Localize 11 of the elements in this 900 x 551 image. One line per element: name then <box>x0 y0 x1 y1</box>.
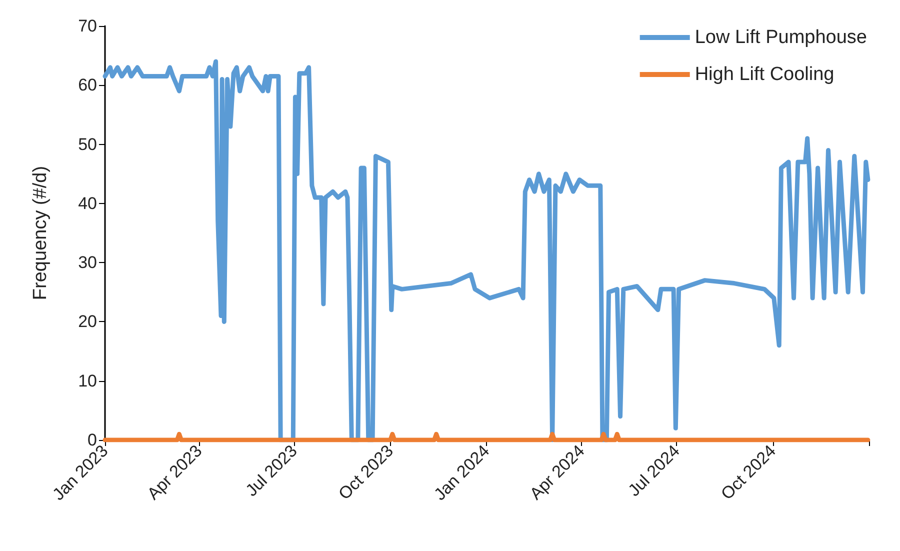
y-tick-label: 30 <box>78 253 97 272</box>
y-tick-label: 20 <box>78 312 97 332</box>
y-tick-label: 70 <box>78 16 97 36</box>
y-tick-label: 10 <box>78 371 97 390</box>
y-tick-label: 40 <box>78 194 97 213</box>
y-tick-label: 50 <box>78 134 97 154</box>
legend-label: Low Lift Pumphouse <box>694 27 868 48</box>
y-tick-label: 0 <box>88 430 97 450</box>
y-tick-label: 60 <box>78 76 97 95</box>
legend-label: High Lift Cooling <box>694 64 834 85</box>
y-axis-title: Frequency (#/d) <box>30 166 51 300</box>
